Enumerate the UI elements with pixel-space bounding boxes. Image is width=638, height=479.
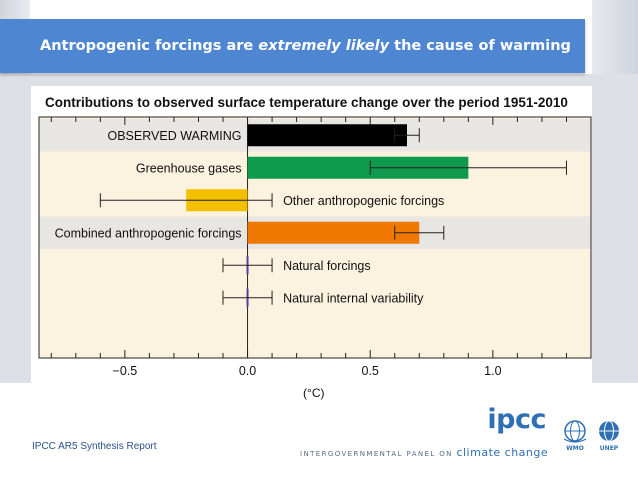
ipcc-climate-change: climate change bbox=[456, 446, 549, 459]
ipcc-wordmark: ipcc bbox=[487, 404, 546, 435]
x-tick-label: −0.5 bbox=[113, 364, 138, 378]
source-note: IPCC AR5 Synthesis Report bbox=[32, 441, 157, 452]
unep-logo: UNEP bbox=[594, 419, 624, 453]
bar-1 bbox=[247, 124, 407, 147]
title-banner: Antropogenic forcings are extremely like… bbox=[0, 19, 585, 73]
wmo-caption: WMO bbox=[566, 445, 584, 452]
title-part-2: the cause of warming bbox=[389, 38, 571, 54]
attribution-chart: Contributions to observed surface temper… bbox=[31, 86, 592, 400]
category-label-5: Natural forcings bbox=[283, 259, 371, 273]
slide-title: Antropogenic forcings are extremely like… bbox=[40, 19, 571, 73]
category-label-2: Greenhouse gases bbox=[136, 161, 242, 175]
title-emphasis: extremely likely bbox=[258, 38, 390, 54]
chart-plot-area: OBSERVED WARMING Greenhouse gases Other an… bbox=[38, 116, 592, 400]
x-axis-label: (°C) bbox=[303, 386, 324, 400]
ipcc-logo: ipcc INTERGOVERNMENTAL PANEL ON climate … bbox=[300, 404, 550, 464]
bar-2 bbox=[247, 156, 469, 179]
ipcc-panel-name: INTERGOVERNMENTAL PANEL ON climate chang… bbox=[300, 446, 548, 459]
category-label-3: Other anthropogenic forcings bbox=[283, 194, 444, 208]
category-label-4: Combined anthropogenic forcings bbox=[55, 226, 242, 240]
x-tick-label: 1.0 bbox=[484, 364, 501, 378]
plot-border bbox=[38, 116, 592, 359]
wmo-globe-icon bbox=[563, 420, 587, 443]
chart-title: Contributions to observed surface temper… bbox=[45, 95, 568, 110]
x-tick-label: 0.0 bbox=[239, 364, 256, 378]
wmo-logo: WMO bbox=[560, 419, 590, 453]
category-label-6: Natural internal variability bbox=[283, 291, 424, 305]
bar-4 bbox=[247, 221, 420, 244]
unep-caption: UNEP bbox=[599, 445, 619, 452]
unep-globe-icon bbox=[599, 420, 619, 442]
category-label-1: OBSERVED WARMING bbox=[107, 129, 241, 143]
ipcc-panel-text: INTERGOVERNMENTAL PANEL ON bbox=[300, 450, 457, 458]
title-part-1: Antropogenic forcings are bbox=[40, 38, 259, 54]
x-tick-label: 0.5 bbox=[362, 364, 379, 378]
